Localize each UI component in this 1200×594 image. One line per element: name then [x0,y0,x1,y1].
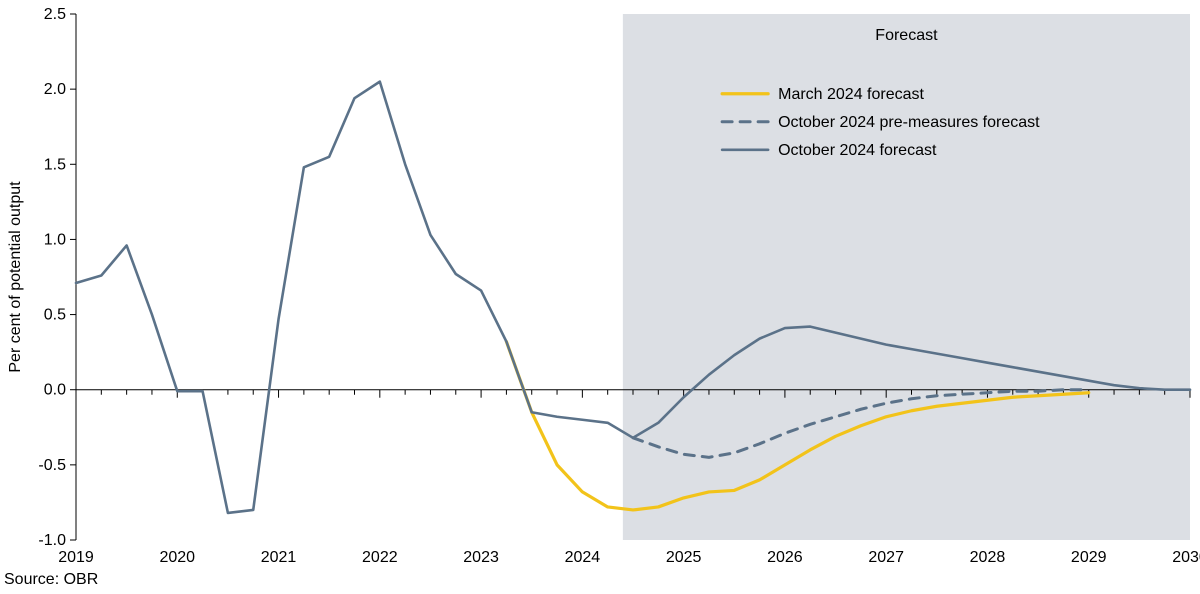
y-axis-title: Per cent of potential output [7,181,24,373]
x-tick-label: 2030 [1172,549,1200,566]
x-tick-label: 2023 [463,549,499,566]
output-gap-chart: -1.0 -0.5 0.0 0.5 1.0 1.5 2.0 2.5 Per cent of po… [0,0,1200,594]
y-tick-label: 1.0 [44,231,66,248]
y-tick-label: 0.0 [44,382,66,399]
y-tick-label: 2.5 [44,6,66,23]
x-tick-label: 2026 [767,549,803,566]
x-tick-label: 2024 [565,549,601,566]
y-tick-label: -0.5 [38,457,66,474]
x-tick-label: 2025 [666,549,702,566]
source-label: Source: OBR [4,571,98,588]
x-tick-label: 2020 [159,549,195,566]
x-tick-label: 2028 [970,549,1006,566]
x-tick-label: 2022 [362,549,398,566]
legend-label: October 2024 pre-measures forecast [778,114,1040,131]
y-tick-label: 1.5 [44,156,66,173]
x-tick-label: 2021 [261,549,297,566]
x-tick-label: 2027 [868,549,904,566]
y-tick-label: 0.5 [44,307,66,324]
y-tick-label: -1.0 [38,532,66,549]
x-tick-label: 2029 [1071,549,1107,566]
x-tick-label: 2019 [58,549,94,566]
legend-label: March 2024 forecast [778,86,924,103]
legend-label: October 2024 forecast [778,142,937,159]
chart-svg: -1.0 -0.5 0.0 0.5 1.0 1.5 2.0 2.5 Per cent of po… [0,0,1200,594]
forecast-label: Forecast [875,27,938,44]
y-tick-label: 2.0 [44,81,66,98]
